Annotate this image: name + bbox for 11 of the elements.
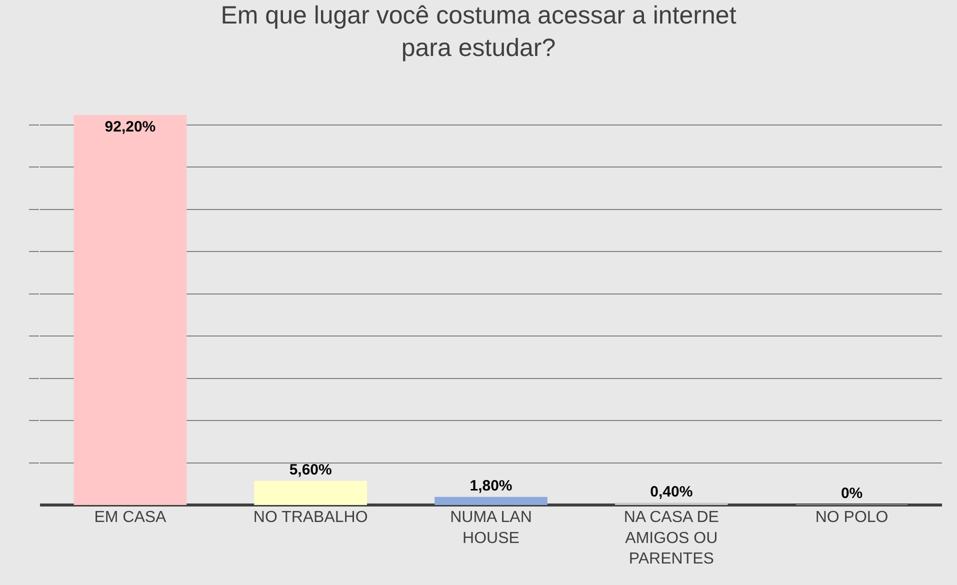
x-tick-label: NO TRABALHO — [253, 509, 368, 526]
x-tick-label: NUMA LAN HOUSE — [450, 509, 532, 547]
x-tick-label: EM CASA — [94, 509, 167, 526]
x-tick-label: NO POLO — [815, 509, 888, 526]
data-label: 0% — [840, 485, 863, 502]
data-label: 1,80% — [470, 477, 512, 494]
data-label: 0,40% — [650, 483, 693, 500]
data-label: 92,20% — [104, 118, 156, 136]
x-tick-label: NA CASA DE AMIGOS OU PARENTES — [624, 509, 719, 568]
chart-title: Em que lugar você costuma acessar a internet para estudar? — [220, 1, 736, 62]
data-label: 5,60% — [289, 461, 332, 478]
